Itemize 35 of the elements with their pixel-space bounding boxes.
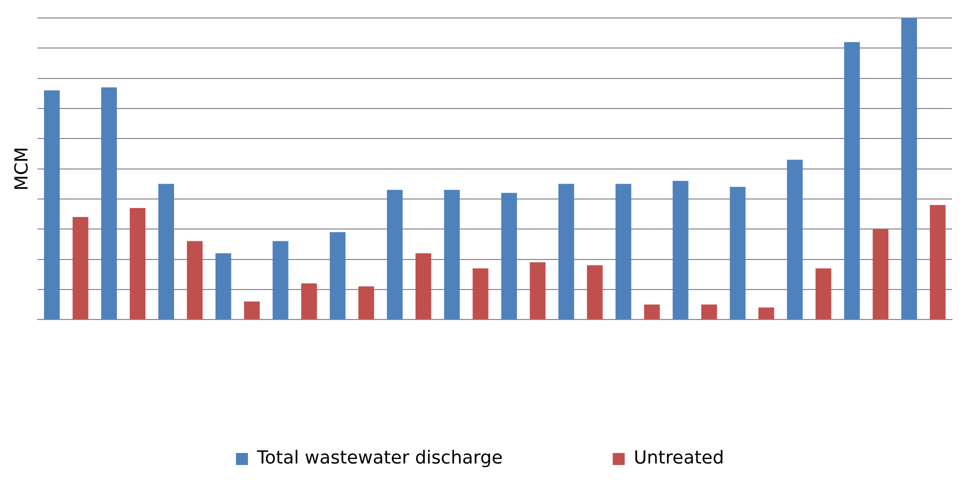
- bar: [616, 184, 632, 320]
- bar: [158, 184, 174, 320]
- bar: [444, 190, 460, 320]
- bar: [215, 253, 232, 320]
- y-axis-title: MCM: [11, 146, 32, 191]
- bar: [558, 184, 574, 320]
- bar: [930, 204, 946, 320]
- bar: [416, 253, 432, 320]
- bar: [358, 286, 374, 320]
- bar: [101, 87, 117, 320]
- bar: [816, 268, 832, 320]
- bar: [730, 186, 746, 320]
- bar: [301, 283, 317, 320]
- bar: [44, 90, 60, 320]
- bar: [501, 192, 517, 320]
- bar: [758, 308, 774, 320]
- bar: [786, 160, 803, 320]
- bar: [672, 180, 688, 320]
- bar: [72, 217, 88, 320]
- bar: [330, 232, 346, 320]
- bar: [386, 190, 403, 320]
- bar: [872, 229, 888, 320]
- bar: [244, 302, 260, 320]
- bar: [472, 268, 488, 320]
- bar: [586, 265, 603, 320]
- bar: [186, 241, 203, 320]
- bar: [901, 18, 917, 320]
- bar: [130, 208, 146, 320]
- bar: [844, 42, 860, 320]
- bar: [644, 304, 660, 320]
- bar: [530, 262, 546, 320]
- legend-label: Untreated: [634, 448, 724, 469]
- legend-label: Total wastewater discharge: [256, 448, 503, 469]
- bar: [701, 304, 717, 320]
- bar: [272, 241, 288, 320]
